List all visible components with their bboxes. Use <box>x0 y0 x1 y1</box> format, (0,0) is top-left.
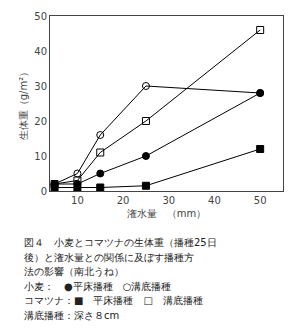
svg-text:20: 20 <box>34 116 47 127</box>
svg-text:20: 20 <box>117 195 130 206</box>
svg-text:50: 50 <box>34 11 47 22</box>
svg-text:30: 30 <box>162 195 175 206</box>
svg-text:0: 0 <box>41 186 47 197</box>
svg-text:図４ 小麦とコマツナの生体重（播種25日: 図４ 小麦とコマツナの生体重（播種25日 <box>24 237 217 248</box>
svg-text:40: 40 <box>34 46 47 57</box>
svg-text:生体重（g/m²）: 生体重（g/m²） <box>18 67 29 140</box>
svg-text:10: 10 <box>71 195 84 206</box>
svg-text:コマツナ：■ 平床播種 □ 溝底播種: コマツナ：■ 平床播種 □ 溝底播種 <box>24 295 203 306</box>
svg-text:50: 50 <box>254 195 267 206</box>
svg-text:後）と潅水量との関係に及ぼす播種方: 後）と潅水量との関係に及ぼす播種方 <box>24 252 194 263</box>
svg-text:40: 40 <box>208 195 221 206</box>
svg-text:小麦： ●平床播種 ○溝底播種: 小麦： ●平床播種 ○溝底播種 <box>24 281 171 292</box>
svg-text:潅水量 （mm）: 潅水量 （mm） <box>127 208 206 219</box>
svg-text:30: 30 <box>34 81 47 92</box>
svg-text:10: 10 <box>34 151 47 162</box>
svg-text:法の影響（南北うね）: 法の影響（南北うね） <box>24 266 124 277</box>
svg-text:溝底播種：深さ８cm: 溝底播種：深さ８cm <box>24 310 119 321</box>
